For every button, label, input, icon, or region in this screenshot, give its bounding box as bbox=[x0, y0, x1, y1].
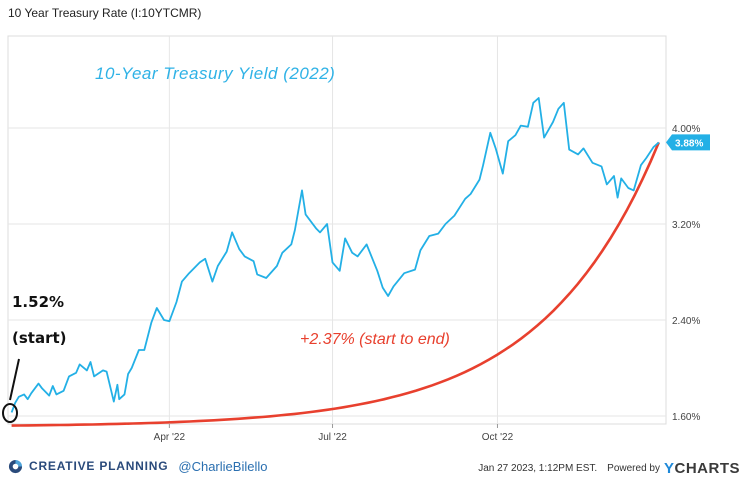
start-pointer-line bbox=[9, 358, 20, 401]
x-axis-ticks: Apr '22 Jul '22 Oct '22 bbox=[154, 424, 514, 443]
y-axis-ticks: 1.60% 2.40% 3.20% 4.00% bbox=[672, 124, 700, 423]
ycharts-logo[interactable]: YCHARTS bbox=[664, 460, 740, 477]
ycharts-logo-text: CHARTS bbox=[674, 460, 740, 477]
footer-brand: CREATIVE PLANNING @CharlieBilello bbox=[8, 456, 267, 476]
change-annotation: +2.37% (start to end) bbox=[300, 331, 450, 348]
y-tick-label: 4.00% bbox=[672, 124, 700, 135]
last-value-label: 3.88% bbox=[675, 138, 703, 149]
powered-by-label: Powered by bbox=[607, 463, 660, 474]
yield-series-line bbox=[10, 97, 660, 413]
page-title: 10 Year Treasury Rate (I:10YTCMR) bbox=[8, 6, 202, 20]
x-tick-label: Oct '22 bbox=[482, 432, 514, 443]
author-handle: @CharlieBilello bbox=[178, 458, 268, 474]
brand-name: CREATIVE PLANNING bbox=[29, 459, 169, 473]
last-value-badge: 3.88% bbox=[666, 134, 710, 151]
footer-credits: Jan 27 2023, 1:12PM EST. Powered by YCHA… bbox=[478, 460, 740, 477]
trend-series-line bbox=[11, 141, 660, 427]
ycharts-logo-y: Y bbox=[663, 460, 675, 477]
timestamp: Jan 27 2023, 1:12PM EST. bbox=[478, 463, 598, 474]
start-value-annotation: 1.52% bbox=[12, 293, 64, 311]
start-point-marker bbox=[2, 403, 18, 423]
x-tick-label: Apr '22 bbox=[154, 432, 186, 443]
chart-title: 10-Year Treasury Yield (2022) bbox=[95, 64, 335, 83]
creative-planning-logo-icon bbox=[8, 459, 23, 473]
y-tick-label: 2.40% bbox=[672, 316, 700, 327]
start-label-annotation: (start) bbox=[12, 329, 67, 347]
x-tick-label: Jul '22 bbox=[318, 432, 347, 443]
plot-area-frame bbox=[7, 35, 667, 425]
y-tick-label: 1.60% bbox=[672, 412, 700, 423]
y-tick-label: 3.20% bbox=[672, 220, 700, 231]
grid-lines bbox=[8, 36, 666, 424]
